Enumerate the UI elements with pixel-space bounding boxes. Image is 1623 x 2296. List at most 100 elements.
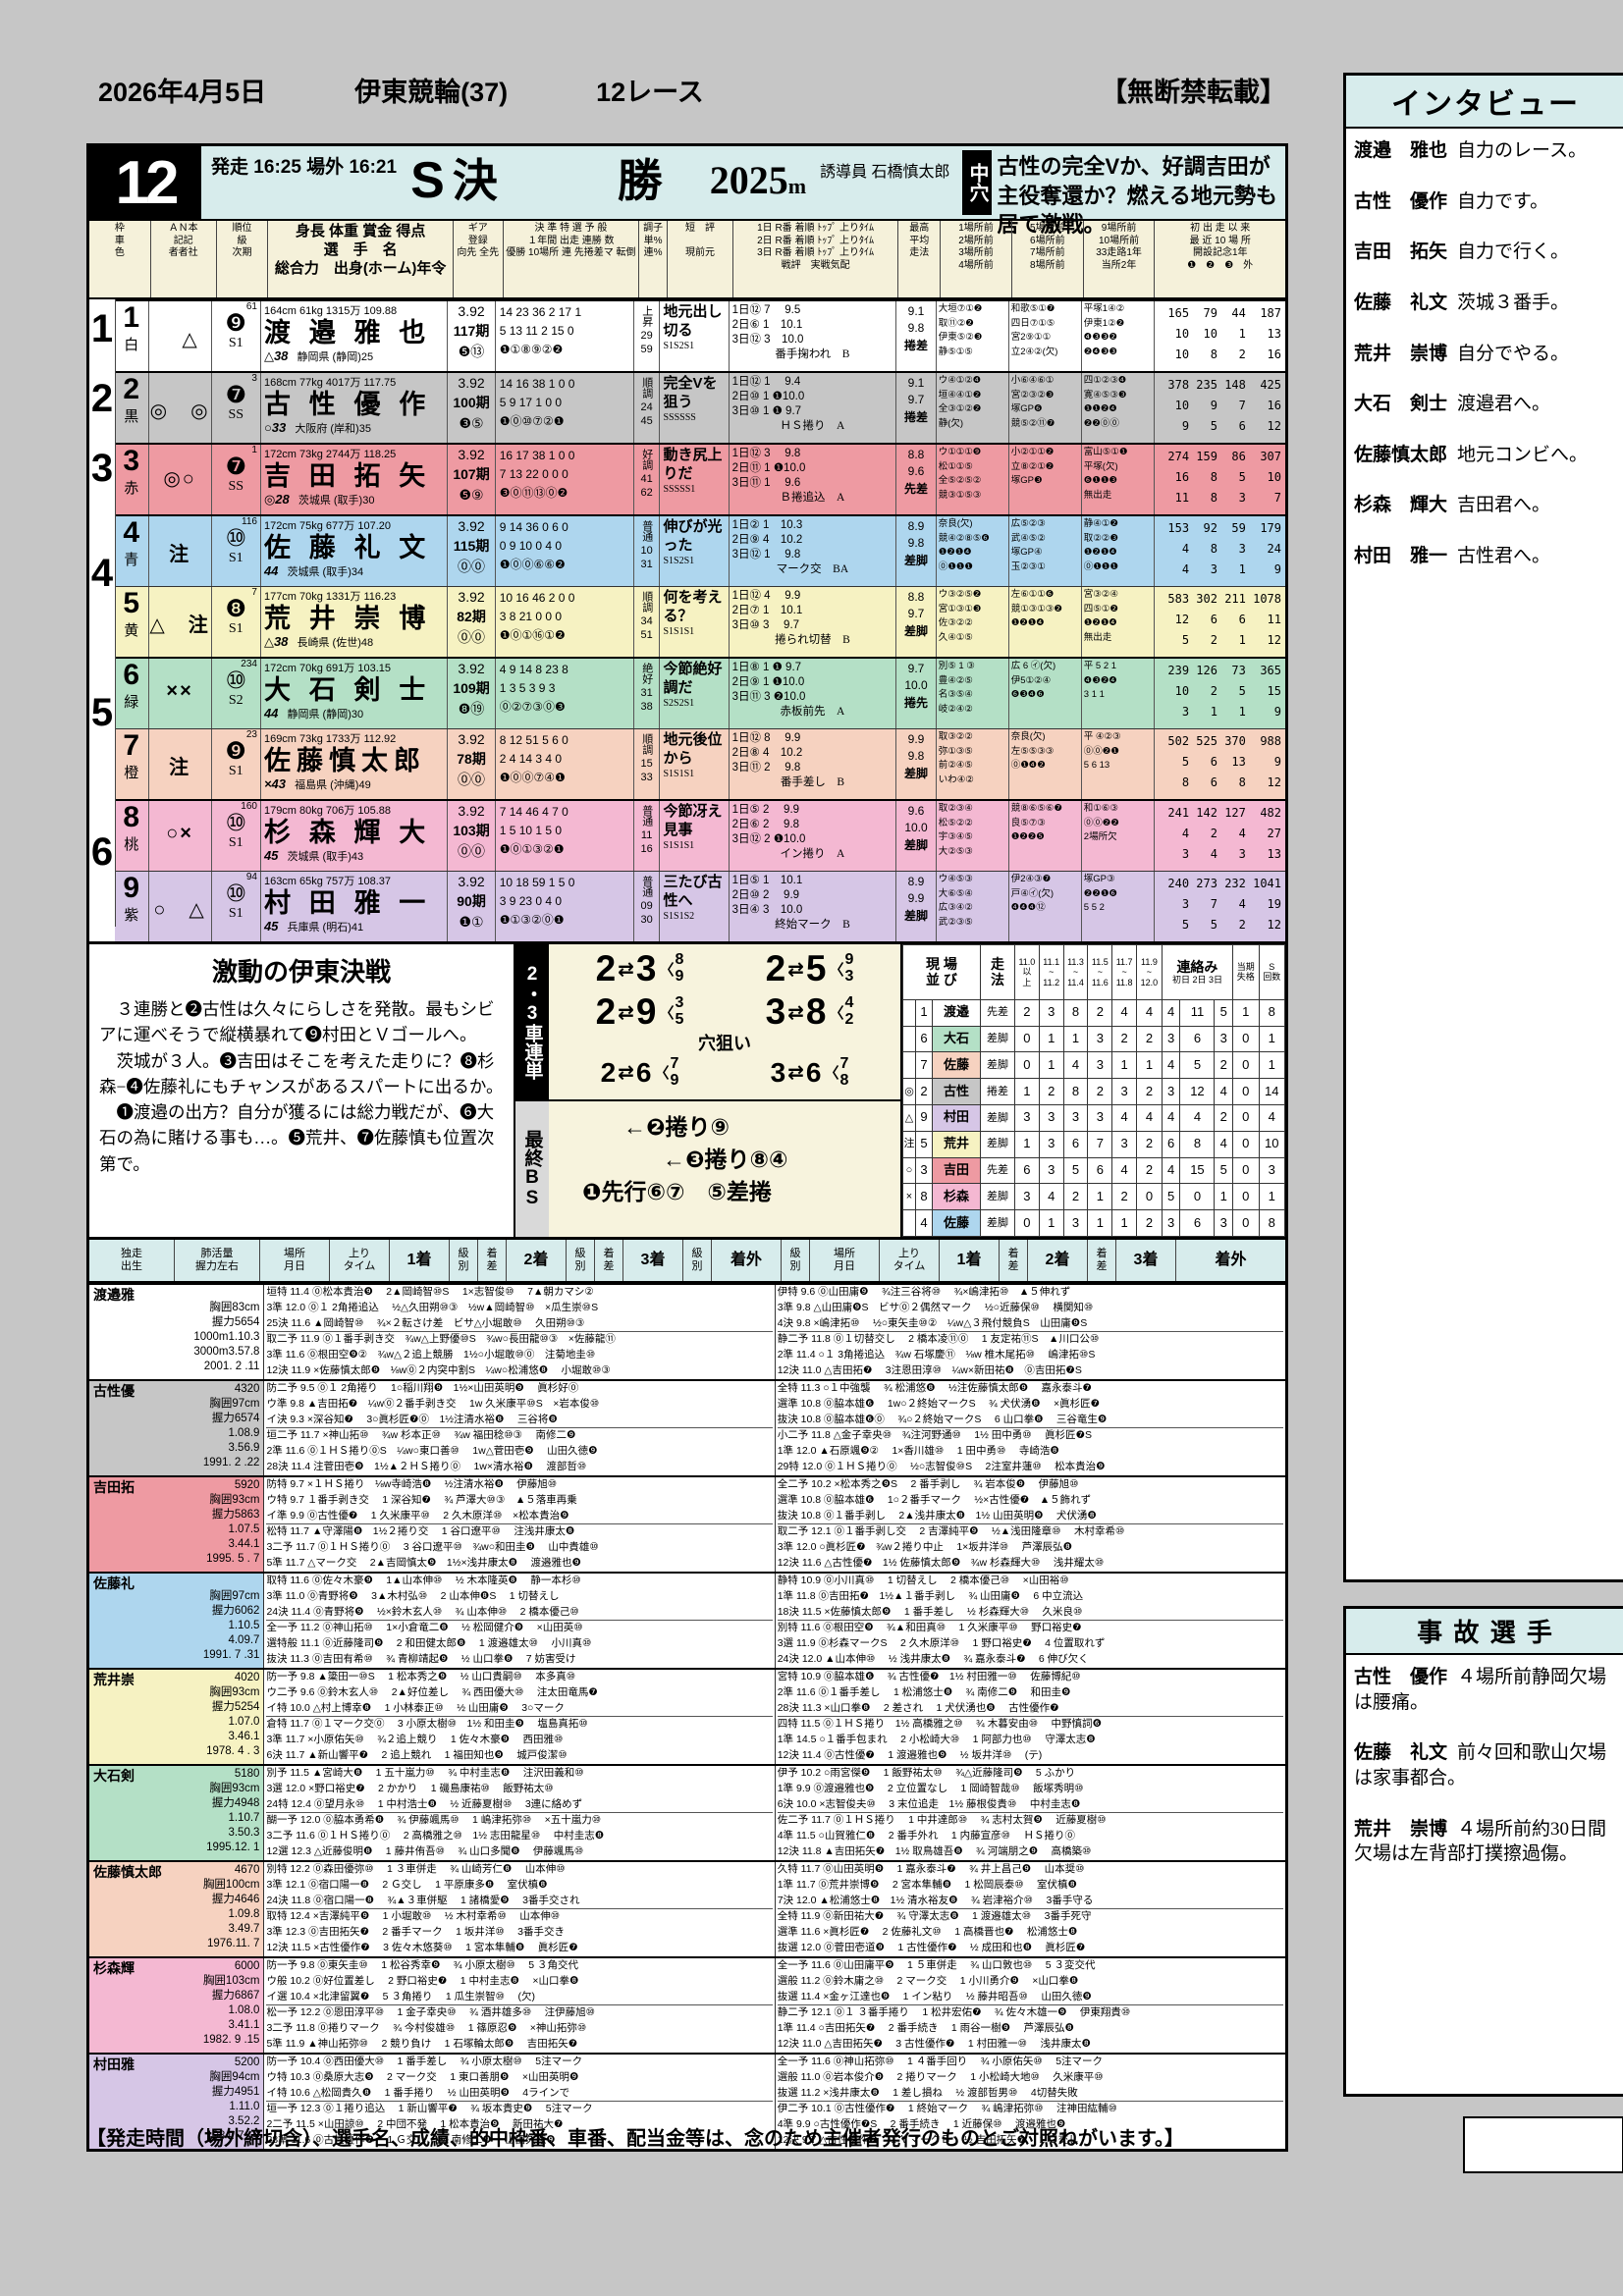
- bet-pair: 3 ⇄ 8 〈 4 2: [765, 991, 854, 1032]
- prediction-marks: ××: [149, 659, 212, 728]
- past-venues-2: 左⑥①①❻ 競①③①③❷ ❶❷❶❹: [1009, 587, 1082, 657]
- class-period: 109期: [453, 680, 490, 697]
- interview-item: 村田 雅一 古性君へ。: [1354, 544, 1617, 569]
- gear-ratio: 3.92: [458, 661, 485, 676]
- pace-cell: 9.9 9.8 差脚: [896, 729, 937, 799]
- name-cell: 177cm 70kg 1331万 116.23 荒 井 崇 博 △38 長崎県 …: [261, 587, 449, 657]
- lineup-row: 4 佐藤 差脚 0 1 3 1 1 2 3 6 3 0: [902, 1209, 1285, 1237]
- run-style: 捲先: [903, 695, 928, 710]
- result-rows-left: 防特 9.7 ×１ＨＳ捲り ⅛w寺崎浩❽ ½注清水裕❽ 伊藤旭⑩ ウ特 9.7 …: [264, 1477, 776, 1572]
- seed-mark: ❾: [225, 738, 247, 765]
- rider-name: 渡 邉 雅 也: [263, 318, 432, 347]
- past-venues-3: 四①②③❹ 寛④⑤③❸ ❶❶❷❹ ❷❷⓪⓪: [1082, 373, 1155, 443]
- class-label: SS: [228, 479, 244, 494]
- bet-pair: 2 ⇄ 3 〈 8 9: [595, 948, 684, 988]
- col-frame: 枠 車 色: [89, 221, 151, 297]
- condition-cell: 好調 41 62: [634, 445, 661, 514]
- gear-cell: 3.92 109期 ❽⑲: [448, 659, 496, 728]
- interview-rider-name: 渡邉 雅也: [1354, 140, 1448, 161]
- class-label: S1: [228, 835, 243, 850]
- recent-classes: S1S2S1: [663, 555, 695, 566]
- past-venues-1: 取②③④ 松⑤②② 宇③④⑤ 大②⑤③: [937, 801, 1009, 871]
- past-venues-3: 平 5 2 1 ❹❸❷❹ 3 1 1: [1082, 659, 1155, 728]
- place-rate: 38: [640, 701, 653, 714]
- condition-word: 好調: [640, 449, 653, 470]
- race-review: 捲られ切替 B: [775, 633, 850, 646]
- analysis-paragraph: 茨城が３人。❸吉田はそこを考えた走りに？❽杉森−❹佐藤礼にもチャンスがあるスパー…: [99, 1050, 504, 1096]
- accident-item: 佐藤 礼文 前々回和歌山欠場は家事都合。: [1354, 1740, 1617, 1790]
- short-comment: 伸びが光った: [663, 518, 723, 554]
- condition-word: 順調: [640, 591, 653, 613]
- car-number: 3: [123, 445, 140, 477]
- day-results-cell: 1日⑤ 2 9.9 2日⑥ 2 9.8 3日⑫ 2 ❶10.0 イン捲り A: [730, 801, 897, 871]
- origin-line: ○33 大阪府 (岸和)35: [263, 420, 371, 436]
- class-period: 103期: [453, 823, 490, 839]
- result-rider-id: 渡邉雅 胸囲83cm 握力5654 1000m1.10.3 3000m3.57.…: [89, 1285, 265, 1379]
- frame-digit: 4: [90, 552, 114, 595]
- bet-pair: 2 ⇄ 9 〈 3 5: [595, 991, 684, 1032]
- place-rate: 30: [640, 914, 653, 927]
- day-results-cell: 1日② 1 10.3 2日⑨ 4 10.2 3日⑫ 1 9.8 マーク交 BA: [730, 516, 897, 586]
- result-rows-left: 取特 11.6 ⓪佐々木豪❾ 1▲山本伸⑩ ½ 木本隆英❽ 静一本杉⑩ 3準 1…: [264, 1574, 776, 1668]
- rider-row: 3 赤 ◎○ 1 ❼ SS 172cm 73kg 2744万 118.25 吉 …: [115, 443, 1285, 514]
- venue-name: 伊東競輪(37): [354, 78, 509, 107]
- best-time: 8.8: [907, 448, 925, 461]
- rider-name: 杉 森 輝 大: [263, 818, 432, 847]
- origin-line: ◎28 茨城県 (取手)30: [263, 492, 375, 507]
- short-comment-cell: 何を考える？ S1S1S1: [660, 587, 730, 657]
- past-venues-1: ウ③②⑤❷ 宮①③①❸ 佐③②② 久④①⑤: [937, 587, 1009, 657]
- interview-rider-name: 村田 雅一: [1354, 546, 1448, 567]
- frame-number-rail: 1 2 3 4 5 6: [89, 299, 116, 927]
- rider-name: 大 石 剣 士: [263, 675, 432, 705]
- bet-pair: 2 ⇄ 5 〈 9 3: [765, 948, 854, 988]
- career-counts: 502 525 370 988 5 6 13 9 8 6 8 12: [1167, 734, 1281, 789]
- col-comment: 短 評 現前元: [668, 221, 733, 297]
- rank-number: 3: [251, 373, 257, 384]
- race-review: 終始マーク B: [775, 918, 850, 931]
- condition-word: 順調: [640, 733, 653, 755]
- interview-text: 自力のレース。: [1457, 140, 1588, 161]
- result-block: 渡邉雅 胸囲83cm 握力5654 1000m1.10.3 3000m3.57.…: [89, 1283, 1285, 1379]
- interview-rider-name: 大石 剣士: [1354, 394, 1448, 415]
- name-cell: 168cm 77kg 4017万 117.75 古 性 優 作 ○33 大阪府 …: [261, 373, 449, 443]
- origin-line: 45 茨城県 (取手)43: [263, 848, 364, 864]
- physical-stats: 169cm 73kg 1733万 112.92: [263, 733, 397, 745]
- result-block: 荒井崇 4020 胸囲93cm 握力5254 1.07.0 3.46.1 1978…: [89, 1668, 1285, 1764]
- interview-item: 古性 優作 自力です。: [1354, 189, 1617, 215]
- physical-stats: 172cm 70kg 691万 103.15: [263, 663, 391, 674]
- frame-digit: 5: [90, 691, 114, 734]
- seed-cell: 23 ❾ S1: [212, 729, 261, 799]
- day-results-cell: 1日⑧ 1 ❶ 9.7 2日⑨ 1 ❶10.0 3日⑪ 3 ❷10.0 赤板前先…: [730, 659, 897, 728]
- interview-item: 荒井 崇博 自分でやる。: [1354, 342, 1617, 367]
- name-cell: 172cm 73kg 2744万 118.25 吉 田 拓 矢 ◎28 茨城県 …: [261, 445, 449, 514]
- car-number: 4: [123, 516, 140, 549]
- recent-classes: SSSSSS: [663, 411, 696, 423]
- condition-word: 上昇: [640, 305, 653, 327]
- seed-mark: ⑩: [225, 810, 247, 836]
- car-number: 2: [123, 373, 140, 405]
- pace-cell: 9.6 10.0 差脚: [896, 801, 937, 871]
- recent-classes: S1S1S1: [663, 625, 695, 637]
- avg-time: 10.0: [904, 678, 928, 693]
- seed-mark: ❽: [225, 596, 247, 622]
- past-venues-1: 取③②② 弥①③⑤ 前②④⑤ いわ④②: [937, 729, 1009, 799]
- past-venues-3: 宮③②④ 四⑤①❷ ❶❷❶❹ 無出走: [1082, 587, 1155, 657]
- prediction-marks: ◎ ◎: [149, 373, 212, 443]
- cap-color: 橙: [124, 765, 139, 781]
- rank-number: 61: [245, 301, 257, 312]
- pace-cell: 9.1 9.7 捲差: [896, 373, 937, 443]
- rider-name: 荒 井 崇 博: [263, 604, 432, 633]
- past-venues-2: 和歌⑤①❼ 四日⑦①⑤ 宮2⑨①① 立2④②(欠): [1009, 301, 1082, 371]
- lineup-row: ◎ 2 古性 捲差 1 2 8 2 3 2 3 12 4: [902, 1078, 1285, 1105]
- class-period: 78期: [457, 751, 486, 768]
- prediction-marks: ○ △: [149, 872, 212, 941]
- result-block: 佐藤慎太郎 4670 胸囲100cm 握力4646 1.09.8 3.49.7 1…: [89, 1860, 1285, 1956]
- gear-cell: 3.92 107期 ❺⑨: [448, 445, 496, 514]
- past-venues-3: 塚GP③ ❷❷❶❻ 5 5 2: [1082, 872, 1155, 941]
- race-review: 番手差し B: [780, 775, 844, 788]
- interview-text: 自力です。: [1457, 190, 1549, 212]
- lineup-row: ○ 3 吉田 先差 6 3 5 6 4 2 4 15 5: [902, 1156, 1285, 1185]
- lineup-row: 注 5 荒井 差脚 1 3 6 7 3 2 6 8 4: [902, 1130, 1285, 1158]
- car-number: 7: [123, 729, 140, 762]
- avg-time: 9.7: [907, 393, 925, 407]
